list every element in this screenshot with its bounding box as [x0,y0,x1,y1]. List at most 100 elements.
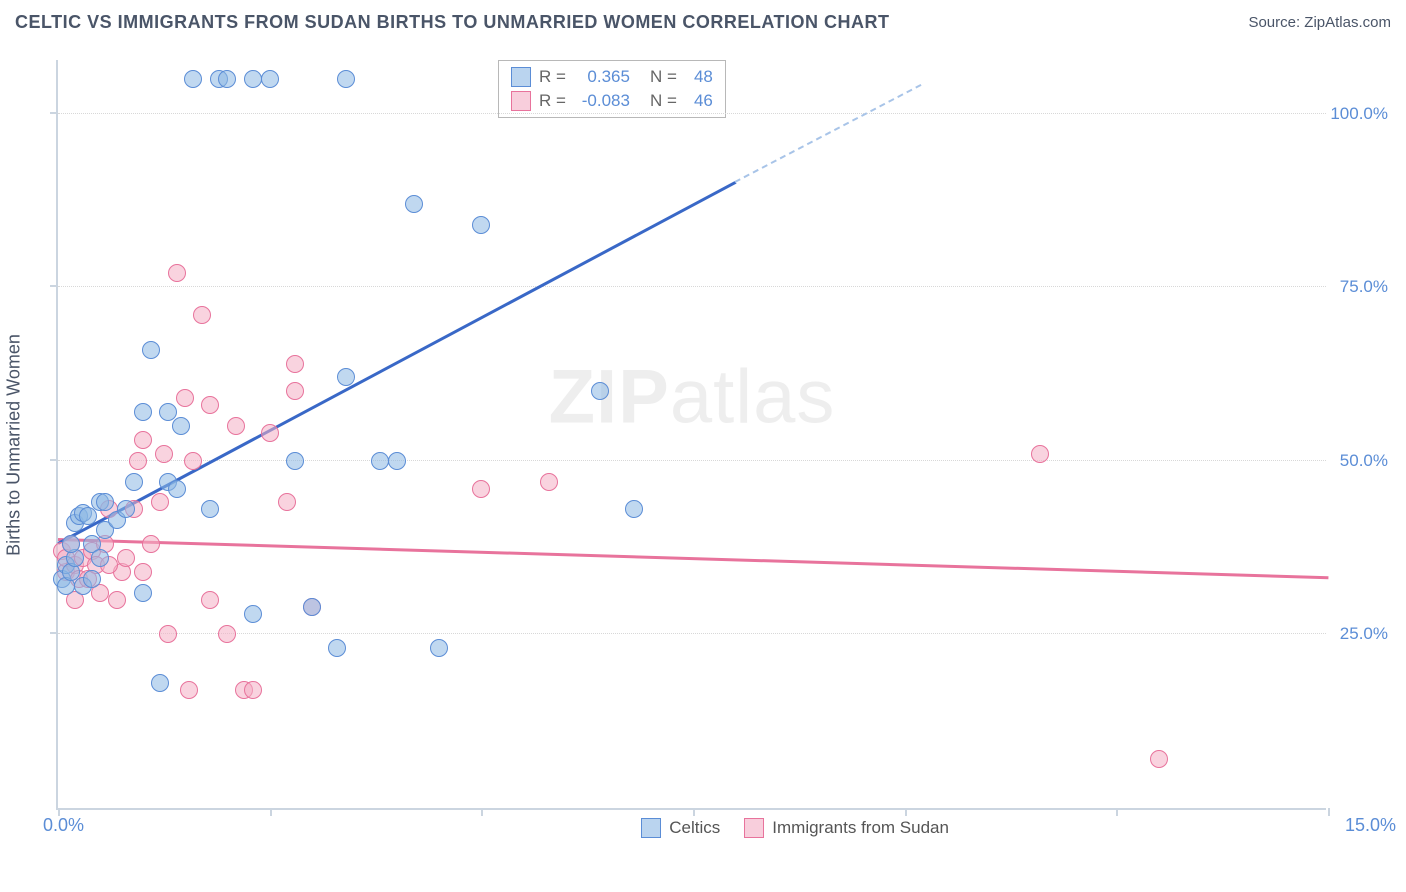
legend-sudan-label: Immigrants from Sudan [772,818,949,838]
data-point [151,493,169,511]
trend-line [57,181,736,544]
y-axis-label: Births to Unmarried Women [4,334,25,556]
x-tick [481,808,483,816]
swatch-pink-icon [744,818,764,838]
x-tick [270,808,272,816]
r-label: R = [539,67,566,87]
x-tick [58,808,60,816]
data-point [218,70,236,88]
data-point [261,70,279,88]
sudan-r-value: -0.083 [574,91,630,111]
data-point [278,493,296,511]
gridline [58,113,1326,114]
data-point [286,355,304,373]
y-tick [50,459,58,461]
data-point [134,563,152,581]
data-point [184,452,202,470]
swatch-pink-icon [511,91,531,111]
data-point [337,368,355,386]
data-point [430,639,448,657]
r-label: R = [539,91,566,111]
data-point [244,70,262,88]
stats-legend-box: R = 0.365 N = 48 R = -0.083 N = 46 [498,60,726,118]
data-point [96,493,114,511]
data-point [79,507,97,525]
trend-line [735,83,922,182]
data-point [405,195,423,213]
data-point [134,403,152,421]
x-tick [1116,808,1118,816]
sudan-n-value: 46 [685,91,713,111]
data-point [1150,750,1168,768]
data-point [201,591,219,609]
gridline [58,460,1326,461]
n-label: N = [650,91,677,111]
legend-celtics: Celtics [641,818,720,838]
data-point [151,674,169,692]
gridline [58,633,1326,634]
data-point [129,452,147,470]
data-point [134,584,152,602]
y-tick-label: 50.0% [1340,451,1388,471]
data-point [472,216,490,234]
data-point [184,70,202,88]
n-label: N = [650,67,677,87]
data-point [472,480,490,498]
data-point [180,681,198,699]
plot-area: ZIPatlas R = 0.365 N = 48 R = -0.083 N =… [56,60,1326,810]
trend-line [58,538,1328,579]
gridline [58,286,1326,287]
data-point [193,306,211,324]
y-tick-label: 100.0% [1330,104,1388,124]
stats-row-sudan: R = -0.083 N = 46 [511,89,713,113]
data-point [244,605,262,623]
legend-celtics-label: Celtics [669,818,720,838]
data-point [388,452,406,470]
data-point [201,396,219,414]
data-point [176,389,194,407]
data-point [108,591,126,609]
data-point [261,424,279,442]
data-point [1031,445,1049,463]
data-point [201,500,219,518]
x-tick [693,808,695,816]
source-attribution: Source: ZipAtlas.com [1248,14,1391,31]
data-point [625,500,643,518]
data-point [227,417,245,435]
celtics-r-value: 0.365 [574,67,630,87]
data-point [328,639,346,657]
data-point [142,535,160,553]
data-point [62,535,80,553]
x-tick-15: 15.0% [1345,815,1396,836]
data-point [371,452,389,470]
stats-row-celtics: R = 0.365 N = 48 [511,65,713,89]
data-point [117,500,135,518]
legend-sudan: Immigrants from Sudan [744,818,949,838]
y-tick [50,285,58,287]
data-point [168,264,186,282]
swatch-blue-icon [511,67,531,87]
data-point [91,549,109,567]
swatch-blue-icon [641,818,661,838]
data-point [125,473,143,491]
data-point [337,70,355,88]
data-point [244,681,262,699]
y-tick [50,112,58,114]
chart-container: Births to Unmarried Women ZIPatlas R = 0… [56,50,1396,840]
bottom-legend: Celtics Immigrants from Sudan [641,818,949,838]
y-tick-label: 75.0% [1340,277,1388,297]
data-point [155,445,173,463]
data-point [540,473,558,491]
data-point [303,598,321,616]
data-point [117,549,135,567]
chart-title: CELTIC VS IMMIGRANTS FROM SUDAN BIRTHS T… [15,12,889,33]
data-point [83,570,101,588]
x-tick [905,808,907,816]
data-point [142,341,160,359]
x-tick-0: 0.0% [43,815,84,836]
y-tick [50,632,58,634]
data-point [591,382,609,400]
data-point [286,452,304,470]
y-tick-label: 25.0% [1340,624,1388,644]
data-point [218,625,236,643]
